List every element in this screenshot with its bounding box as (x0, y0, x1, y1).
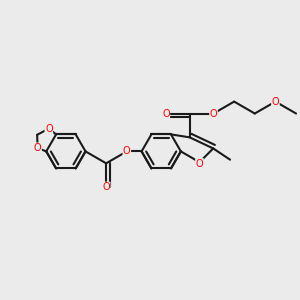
Text: O: O (123, 146, 130, 156)
Text: O: O (210, 109, 217, 118)
Text: O: O (196, 159, 203, 169)
Text: O: O (45, 124, 52, 134)
Text: O: O (34, 143, 41, 153)
Text: O: O (102, 182, 110, 192)
Text: O: O (272, 97, 279, 106)
Text: O: O (162, 109, 170, 118)
